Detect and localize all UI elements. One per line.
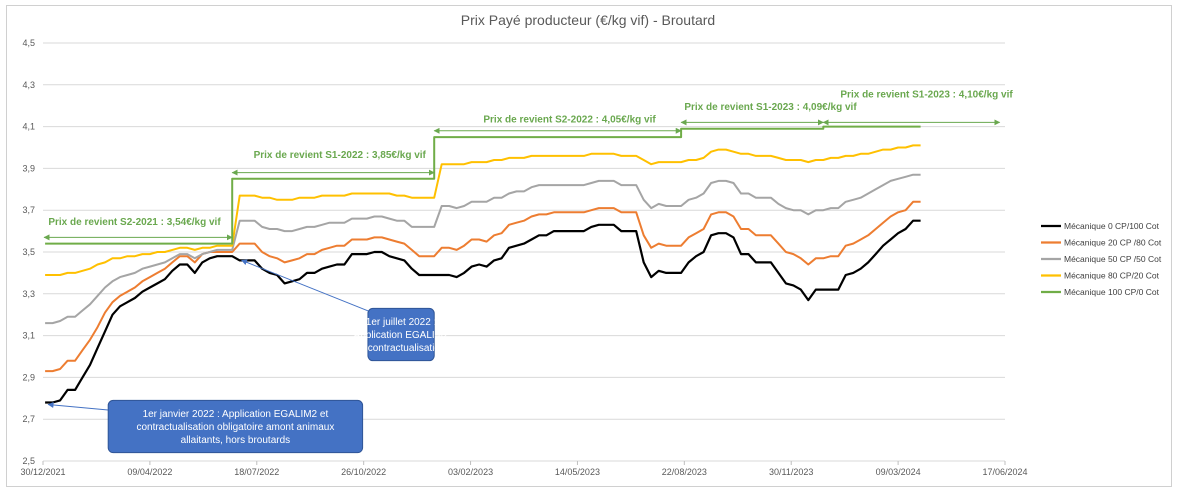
y-tick-label: 3,1 <box>22 331 35 341</box>
annotation-label-3: Prix de revient S1-2023 : 4,09€/kg vif <box>684 102 857 113</box>
annotation-label-1: Prix de revient S1-2022 : 3,85€/kg vif <box>254 150 427 161</box>
annotation-label-0: Prix de revient S2-2021 : 3,54€/kg vif <box>48 217 221 228</box>
legend: Mécanique 0 CP/100 Cot Mécanique 20 CP /8… <box>1041 221 1162 297</box>
callout-box-0 <box>107 399 364 454</box>
y-tick-label: 2,9 <box>22 372 35 382</box>
y-tick-label: 3,7 <box>22 205 35 215</box>
x-tick-label: 30/11/2023 <box>769 467 813 477</box>
series-line-3 <box>45 144 921 276</box>
legend-label-0: Mécanique 0 CP/100 Cot <box>1064 221 1160 231</box>
series-lines <box>45 125 921 404</box>
callout-arrow-1 <box>241 259 373 313</box>
y-tick-label: 2,5 <box>22 456 35 466</box>
legend-label-2: Mécanique 50 CP /50 Cot <box>1064 254 1162 264</box>
callout-text-1: et contractualisation <box>357 343 446 354</box>
series-line-2 <box>45 173 921 325</box>
y-tick-label: 4,1 <box>22 122 35 132</box>
x-tick-label: 17/06/2024 <box>982 467 1027 477</box>
series-line-1 <box>45 200 921 373</box>
callout-text-0: contractualisation obligatoire amont ani… <box>136 422 334 433</box>
x-tick-label: 22/08/2023 <box>662 467 707 477</box>
chart-title: Prix Payé producteur (€/kg vif) - Brouta… <box>461 12 715 28</box>
callout-text-1: Application EGALIM2 <box>354 330 449 341</box>
annotations: Prix de revient S2-2021 : 3,54€/kg vif Pr… <box>43 89 1013 241</box>
x-tick-label: 09/03/2024 <box>876 467 921 477</box>
legend-label-3: Mécanique 80 CP/20 Cot <box>1064 271 1160 281</box>
callout-text-0: 1er janvier 2022 : Application EGALIM2 e… <box>143 409 329 420</box>
x-tick-label: 14/05/2023 <box>555 467 600 477</box>
callouts: 1er janvier 2022 : Application EGALIM2 e… <box>47 259 449 454</box>
y-axis: 2,5 2,7 2,9 3,1 3,3 3,5 3,7 3,9 4,1 4,3 4,5 <box>22 38 35 466</box>
callout-text-0: allaitants, hors broutards <box>181 435 291 446</box>
callout-text-1: 1er juillet 2022 : <box>366 317 437 328</box>
y-tick-label: 4,3 <box>22 80 35 90</box>
x-tick-label: 09/04/2022 <box>127 467 172 477</box>
y-tick-label: 3,9 <box>22 163 35 173</box>
annotation-label-2: Prix de revient S2-2022 : 4,05€/kg vif <box>483 114 656 125</box>
x-tick-label: 03/02/2023 <box>448 467 493 477</box>
series-line-0 <box>45 219 921 404</box>
y-tick-label: 4,5 <box>22 38 35 48</box>
y-tick-label: 3,5 <box>22 247 35 257</box>
legend-label-1: Mécanique 20 CP /80 Cot <box>1064 238 1162 248</box>
legend-label-4: Mécanique 100 CP/0 Cot <box>1064 287 1160 297</box>
x-tick-label: 26/10/2022 <box>341 467 386 477</box>
y-tick-label: 3,3 <box>22 289 35 299</box>
x-axis: 30/12/2021 09/04/2022 18/07/2022 26/10/2022… <box>20 460 1028 477</box>
series-line-4 <box>45 125 921 245</box>
x-tick-label: 18/07/2022 <box>234 467 279 477</box>
callout-box-1 <box>367 307 435 362</box>
callout-arrow-0 <box>47 401 113 411</box>
gridlines <box>43 42 1005 462</box>
y-tick-label: 2,7 <box>22 414 35 424</box>
x-tick-label: 30/12/2021 <box>20 467 65 477</box>
annotation-label-4: Prix de revient S1-2023 : 4,10€/kg vif <box>840 89 1013 100</box>
